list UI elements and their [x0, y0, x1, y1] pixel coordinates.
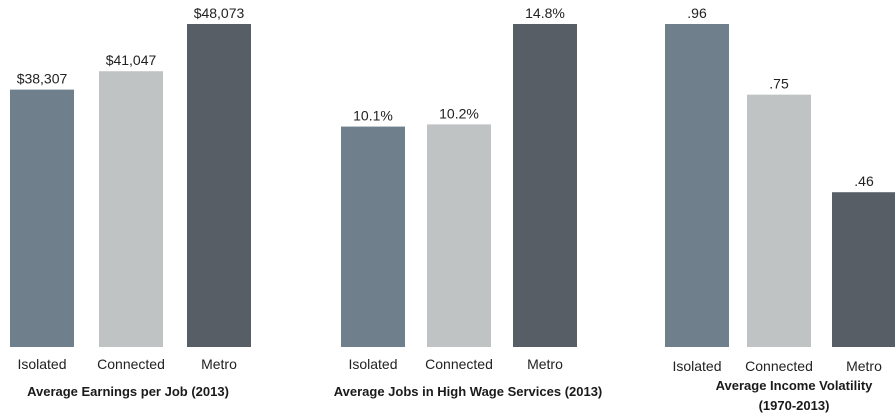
- panel-title-high-wage-jobs: Average Jobs in High Wage Services (2013…: [334, 384, 603, 399]
- value-label-earnings-metro: $48,073: [194, 5, 245, 21]
- bar-income-volatility-isolated: [665, 24, 729, 347]
- category-label-earnings-metro: Metro: [201, 356, 237, 372]
- value-label-income-volatility-metro: .46: [854, 173, 874, 189]
- panel-title-earnings: Average Earnings per Job (2013): [27, 384, 229, 399]
- bar-income-volatility-metro: [832, 192, 895, 347]
- category-label-income-volatility-metro: Metro: [846, 358, 882, 374]
- panel-title-income-volatility: Average Income Volatility: [716, 378, 874, 393]
- panel-high-wage-jobs: 10.1% Isolated 10.2% Connected 14.8% Metro Ave…: [334, 5, 603, 399]
- value-label-income-volatility-isolated: .96: [687, 5, 707, 21]
- category-label-income-volatility-isolated: Isolated: [672, 358, 721, 374]
- panel-earnings: $38,307 Isolated $41,047 Connected $48,073 Me…: [10, 5, 251, 399]
- bar-high-wage-jobs-metro: [513, 24, 577, 347]
- category-label-high-wage-jobs-metro: Metro: [527, 356, 563, 372]
- category-label-earnings-isolated: Isolated: [17, 356, 66, 372]
- bar-high-wage-jobs-isolated: [341, 126, 405, 347]
- value-label-high-wage-jobs-metro: 14.8%: [525, 5, 565, 21]
- bar-earnings-isolated: [10, 89, 74, 347]
- value-label-earnings-isolated: $38,307: [17, 71, 68, 87]
- bar-income-volatility-connected: [747, 94, 811, 347]
- bar-earnings-metro: [187, 24, 251, 347]
- value-label-earnings-connected: $41,047: [106, 52, 157, 68]
- category-label-earnings-connected: Connected: [97, 356, 165, 372]
- value-label-high-wage-jobs-isolated: 10.1%: [353, 108, 393, 124]
- bar-high-wage-jobs-connected: [427, 124, 491, 347]
- category-label-income-volatility-connected: Connected: [745, 358, 813, 374]
- panel-subtitle-income-volatility: (1970-2013): [759, 398, 830, 413]
- bar-earnings-connected: [99, 71, 163, 347]
- panel-income-volatility: .96 Isolated .75 Connected .46 Metro Average I…: [665, 5, 895, 413]
- value-label-high-wage-jobs-connected: 10.2%: [439, 105, 479, 121]
- category-label-high-wage-jobs-isolated: Isolated: [348, 356, 397, 372]
- value-label-income-volatility-connected: .75: [769, 76, 789, 92]
- category-label-high-wage-jobs-connected: Connected: [425, 356, 493, 372]
